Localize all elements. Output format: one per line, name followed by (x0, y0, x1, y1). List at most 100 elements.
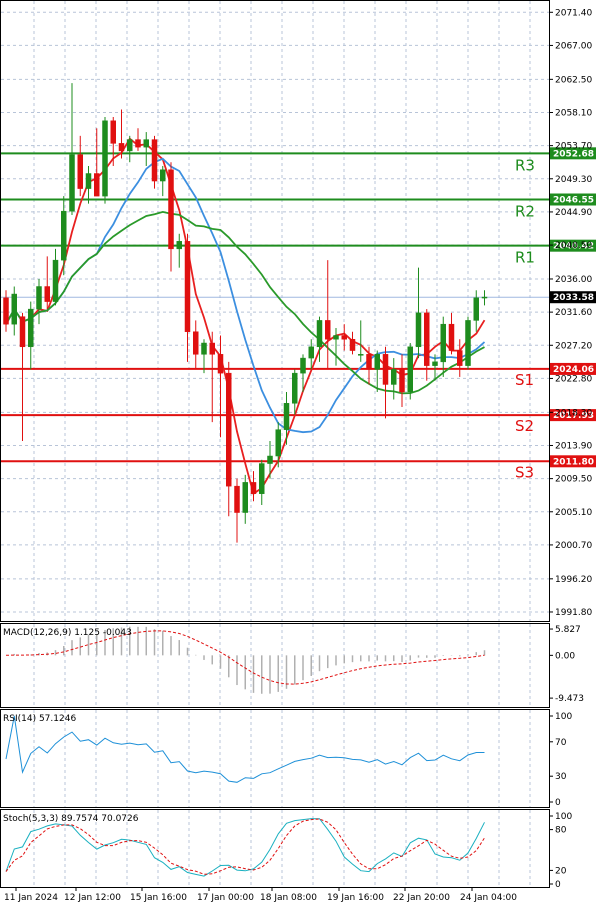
candle-body (308, 346, 314, 359)
price-tick-label: 2049.30 (555, 175, 592, 185)
candle-body (391, 369, 397, 385)
candle-body (3, 297, 9, 325)
price-tick-label: 2009.50 (555, 475, 592, 485)
candle-body (465, 320, 471, 366)
level-price-tag (550, 362, 596, 375)
time-tick-label: 15 Jan 16:00 (130, 893, 187, 903)
support-resistance-levels: R3 2052.68 R2 2046.55 R1 2040.42 S1 2024.06 S2 20… (1, 147, 596, 481)
price-tick-label: 2040.50 (555, 241, 592, 251)
candle-body (349, 339, 356, 351)
current-price-tag (550, 291, 596, 304)
level-price-tag-text: 2052.68 (553, 149, 594, 159)
level-label-r3: R3 (515, 156, 535, 174)
moving-averages (5, 137, 486, 496)
price-tick-label: 2031.60 (555, 308, 592, 318)
candle-body (440, 323, 446, 363)
level-price-tag-text: 2024.06 (553, 365, 594, 375)
time-tick-label: 11 Jan 2024 (4, 893, 58, 903)
candle-body (85, 173, 92, 189)
candle-body (77, 154, 83, 189)
level-price-tag-text: 2011.80 (553, 457, 594, 467)
candle-body (366, 354, 372, 370)
candle-body (217, 354, 224, 374)
candle-body (424, 312, 430, 366)
candle-body (259, 463, 265, 494)
ma-fast-line (5, 137, 486, 496)
candle-body (234, 485, 240, 513)
candle-body (94, 173, 100, 197)
time-tick-label: 18 Jan 08:00 (260, 893, 317, 903)
candle-body (457, 350, 463, 366)
candle-body (193, 331, 199, 355)
stoch-k-line (5, 818, 485, 877)
indicator-panels (5, 626, 486, 877)
level-label-r1: R1 (515, 249, 535, 267)
macd-signal-line (5, 630, 485, 685)
candle-body (28, 308, 34, 348)
macd-tick-label: 0.00 (555, 651, 575, 661)
candle-body (176, 241, 182, 250)
axes: 2071.40 2067.00 2062.50 2058.10 2053.70 2049.… (4, 8, 592, 903)
candle-body (300, 357, 306, 374)
price-tick-label: 1996.20 (555, 575, 592, 585)
candle-body (135, 139, 141, 148)
price-tick-label: 2071.40 (555, 8, 592, 18)
level-price-tag-text: 2046.55 (553, 196, 594, 206)
price-tick-label: 2000.70 (555, 541, 592, 551)
candle-body (292, 372, 298, 404)
candle-body (44, 286, 50, 302)
stoch-panel-frame (0, 809, 550, 888)
time-tick-label: 19 Jan 16:00 (327, 893, 384, 903)
price-panel-frame (0, 0, 550, 622)
rsi-line (5, 715, 485, 783)
candle-body (407, 346, 413, 393)
price-tick-label: 2044.90 (555, 208, 592, 218)
price-tick-label: 2013.90 (555, 441, 592, 451)
current-price-tag-text: 2033.58 (553, 293, 594, 303)
candle-body (325, 320, 331, 340)
time-tick-label: 24 Jan 04:00 (460, 893, 517, 903)
rsi-tick-label: 70 (555, 738, 567, 748)
candle-body (481, 296, 488, 299)
candle-body (473, 297, 479, 321)
candle-body (201, 342, 207, 355)
rsi-label: RSI(14) 57.1246 (3, 714, 76, 724)
price-tick-label: 2053.70 (555, 142, 592, 152)
candle-body (52, 259, 59, 302)
time-tick-label: 22 Jan 20:00 (393, 893, 450, 903)
stoch-label: Stoch(5,3,3) 89.7574 70.0726 (3, 814, 139, 824)
candle-body (19, 316, 26, 348)
level-label-s1: S1 (515, 371, 534, 389)
candle-body (267, 455, 273, 464)
candle-body (118, 143, 125, 152)
price-tick-label: 2036.00 (555, 275, 592, 285)
candle-body (143, 139, 149, 148)
candle-body (184, 241, 191, 332)
candlesticks (3, 83, 488, 543)
price-tick-label: 2058.10 (555, 108, 592, 118)
candle-body (316, 320, 323, 348)
stoch-tick-label: 0 (555, 880, 561, 890)
candle-body (209, 342, 215, 355)
level-price-tag (550, 409, 596, 422)
candle-body (160, 169, 166, 182)
rsi-tick-label: 100 (555, 712, 572, 722)
rsi-tick-label: 0 (555, 798, 561, 808)
grid (1, 1, 549, 887)
price-tick-label: 1991.80 (555, 608, 592, 618)
candle-body (415, 312, 422, 348)
candle-body (226, 372, 232, 487)
candle-body (168, 169, 174, 250)
price-tick-label: 2005.10 (555, 508, 592, 518)
level-price-tag (550, 239, 596, 252)
level-label-s3: S3 (515, 463, 534, 481)
candle-body (341, 335, 347, 340)
stoch-tick-label: 80 (555, 826, 567, 836)
candle-body (110, 120, 116, 144)
candle-body (283, 403, 290, 430)
time-tick-label: 12 Jan 12:00 (64, 893, 121, 903)
price-tick-label: 2022.80 (555, 374, 592, 384)
level-label-s2: S2 (515, 417, 534, 435)
macd-tick-label: 5.827 (555, 625, 581, 635)
